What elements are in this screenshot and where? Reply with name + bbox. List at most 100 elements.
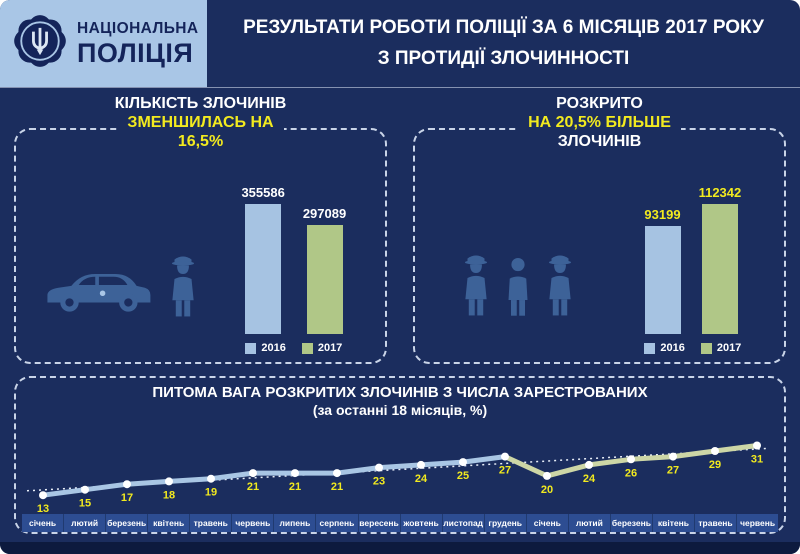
solved-crimes-legend: 2016 2017 — [644, 342, 741, 354]
month-label: березень — [611, 514, 653, 532]
svg-text:21: 21 — [331, 481, 343, 493]
bar-2016-registered-rect — [245, 204, 282, 334]
police-car-icon — [38, 262, 158, 324]
svg-text:17: 17 — [121, 492, 133, 504]
month-label: липень — [274, 514, 317, 532]
bar-2016-registered: 355586 — [241, 185, 285, 334]
svg-text:19: 19 — [205, 487, 217, 499]
bar-2017-solved-value: 112342 — [698, 185, 742, 200]
legend-label-2016: 2016 — [261, 342, 286, 354]
page-title-line1: РЕЗУЛЬТАТИ РОБОТИ ПОЛІЦІЇ ЗА 6 МІСЯЦІВ 2… — [243, 17, 764, 38]
month-label: лютий — [64, 514, 107, 532]
legend-item-2017: 2017 — [700, 342, 742, 354]
panel-solved-icons — [425, 156, 612, 354]
month-label: січень — [527, 514, 569, 532]
registered-crimes-legend: 2016 2017 — [245, 342, 342, 354]
panel-solved-title-line2: НА 20,5% БІЛЬШЕ — [518, 113, 681, 132]
page-title: РЕЗУЛЬТАТИ РОБОТИ ПОЛІЦІЇ ЗА 6 МІСЯЦІВ 2… — [207, 0, 800, 87]
police-officer-icon — [543, 249, 577, 324]
svg-text:18: 18 — [163, 489, 175, 501]
months-axis: січень лютий березень квітень травень червень… — [22, 514, 778, 532]
legend-item-2016: 2016 — [245, 342, 286, 354]
svg-text:26: 26 — [625, 467, 637, 479]
solved-crimes-bars: 93199 112342 — [644, 185, 741, 334]
bar-2016-solved: 93199 — [644, 207, 681, 334]
header: НАЦІОНАЛЬНА ПОЛІЦІЯ РЕЗУЛЬТАТИ РОБОТИ ПО… — [0, 0, 800, 88]
svg-text:31: 31 — [751, 454, 763, 466]
panel-solved-content: 93199 112342 2016 — [425, 156, 774, 354]
panel-solved-title-line1: РОЗКРИТО — [546, 94, 653, 113]
svg-text:13: 13 — [37, 503, 49, 514]
panel-solved-share: ПИТОМА ВАГА РОЗКРИТИХ ЗЛОЧИНІВ З ЧИСЛА З… — [14, 376, 786, 534]
panel-registered-title: КІЛЬКІСТЬ ЗЛОЧИНІВ ЗМЕНШИЛАСЬ НА 16,5% — [16, 94, 385, 151]
svg-text:23: 23 — [373, 476, 385, 488]
bar-2017-registered-rect — [306, 225, 343, 334]
month-label: січень — [22, 514, 65, 532]
brand-line2: ПОЛІЦІЯ — [77, 38, 194, 68]
svg-text:27: 27 — [499, 465, 511, 477]
panel-registered-icons — [26, 156, 213, 354]
month-label: березень — [106, 514, 149, 532]
month-label: жовтень — [401, 514, 443, 532]
svg-text:24: 24 — [583, 473, 596, 485]
legend-swatch-2017 — [301, 342, 313, 354]
detainee-icon — [501, 253, 535, 324]
month-label: листопад — [443, 514, 485, 532]
month-label: червень — [232, 514, 275, 532]
footer-strip — [0, 542, 800, 554]
month-label: червень — [740, 518, 776, 528]
panel-solved-title-line3: ЗЛОЧИНІВ — [547, 132, 652, 151]
svg-text:24: 24 — [415, 473, 428, 485]
top-panels-row: КІЛЬКІСТЬ ЗЛОЧИНІВ ЗМЕНШИЛАСЬ НА 16,5% — [0, 88, 800, 364]
legend-item-2016: 2016 — [644, 342, 685, 354]
legend-label-2017: 2017 — [317, 342, 343, 354]
legend-swatch-2017 — [700, 342, 712, 354]
legend-item-2017: 2017 — [301, 342, 343, 354]
svg-text:27: 27 — [667, 465, 679, 477]
panel-registered-content: 355586 297089 2016 — [26, 156, 375, 354]
month-label: серпень — [316, 514, 359, 532]
svg-text:21: 21 — [289, 481, 301, 493]
police-officer-icon — [166, 251, 200, 324]
svg-text:29: 29 — [709, 459, 721, 471]
month-label: травень — [190, 514, 233, 532]
brand-name: НАЦІОНАЛЬНА ПОЛІЦІЯ — [77, 20, 198, 67]
police-badge-icon — [10, 11, 70, 76]
police-officer-icon — [459, 249, 493, 324]
svg-text:21: 21 — [247, 481, 259, 493]
month-label: грудень — [485, 514, 527, 532]
svg-text:15: 15 — [79, 498, 91, 510]
panel-registered-title-line2: ЗМЕНШИЛАСЬ НА — [117, 113, 284, 132]
bar-2017-registered: 297089 — [303, 206, 346, 334]
bar-2017-solved: 112342 — [698, 185, 742, 334]
month-label: лютий — [569, 514, 611, 532]
legend-swatch-2016 — [644, 342, 656, 354]
panel-registered-crimes: КІЛЬКІСТЬ ЗЛОЧИНІВ ЗМЕНШИЛАСЬ НА 16,5% — [14, 94, 387, 364]
page-title-line2: З ПРОТИДІЇ ЗЛОЧИННОСТІ — [377, 48, 630, 69]
bar-2016-solved-rect — [644, 226, 681, 334]
brand-block: НАЦІОНАЛЬНА ПОЛІЦІЯ — [0, 0, 207, 87]
svg-text:20: 20 — [541, 484, 553, 496]
bar-2016-registered-value: 355586 — [241, 185, 285, 200]
registered-crimes-bars: 355586 297089 — [241, 185, 346, 334]
panel-solved-crimes: РОЗКРИТО НА 20,5% БІЛЬШЕ ЗЛОЧИНІВ — [413, 94, 786, 364]
month-label: квітень — [148, 514, 191, 532]
solved-share-line-chart: 13 15 17 18 19 21 21 21 23 24 25 27 20 24 26 27 29 31 — [26, 441, 767, 514]
legend-label-2017: 2017 — [716, 342, 742, 354]
legend-swatch-2016 — [245, 342, 257, 354]
panel-solved-title: РОЗКРИТО НА 20,5% БІЛЬШЕ ЗЛОЧИНІВ — [415, 94, 784, 151]
month-label: вересень — [359, 514, 401, 532]
month-label: квітень — [653, 514, 695, 532]
svg-text:25: 25 — [457, 470, 469, 482]
month-label: травень — [695, 514, 738, 532]
panel-registered-title-line1: КІЛЬКІСТЬ ЗЛОЧИНІВ — [104, 94, 297, 113]
solved-crimes-bar-chart: 93199 112342 2016 — [612, 156, 774, 354]
bar-2017-solved-rect — [701, 204, 738, 334]
legend-label-2016: 2016 — [660, 342, 685, 354]
panel-registered-title-line3: 16,5% — [167, 132, 234, 151]
bar-2017-registered-value: 297089 — [302, 206, 347, 221]
solved-share-title: ПИТОМА ВАГА РОЗКРИТИХ ЗЛОЧИНІВ З ЧИСЛА З… — [152, 384, 648, 401]
brand-line1: НАЦІОНАЛЬНА — [77, 20, 199, 37]
registered-crimes-bar-chart: 355586 297089 2016 — [213, 156, 375, 354]
